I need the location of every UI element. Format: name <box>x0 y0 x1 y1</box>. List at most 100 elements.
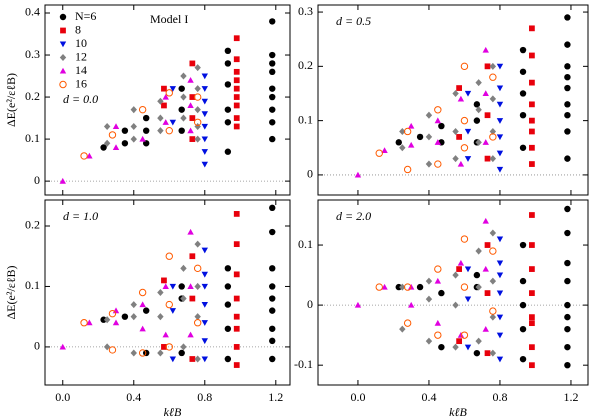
point <box>529 144 535 151</box>
point <box>529 79 535 86</box>
point <box>139 135 146 142</box>
point <box>452 301 459 309</box>
point <box>139 325 146 332</box>
point <box>224 60 232 67</box>
point <box>457 95 465 102</box>
point <box>180 343 187 351</box>
point <box>482 265 489 272</box>
point <box>529 314 535 321</box>
point <box>233 85 240 92</box>
point <box>529 101 535 108</box>
point <box>475 138 482 146</box>
point <box>395 283 402 291</box>
point <box>438 343 445 351</box>
point <box>529 117 535 124</box>
point <box>564 313 571 321</box>
point <box>464 296 472 303</box>
point <box>456 85 463 91</box>
point <box>201 123 208 130</box>
point <box>157 97 164 105</box>
point <box>269 307 276 314</box>
point <box>178 106 185 113</box>
point <box>201 98 208 105</box>
point <box>484 63 491 70</box>
point <box>233 211 240 217</box>
y-tick-label: -0.1 <box>294 357 313 371</box>
point <box>121 127 129 134</box>
point <box>407 122 415 129</box>
point <box>201 271 208 278</box>
point <box>121 313 129 320</box>
point <box>189 115 196 121</box>
point <box>473 101 481 108</box>
point <box>489 73 497 81</box>
point <box>269 337 276 345</box>
point <box>452 155 459 163</box>
point <box>233 295 240 302</box>
point <box>425 160 433 168</box>
point <box>138 349 147 357</box>
point <box>233 77 240 84</box>
point <box>395 139 402 146</box>
point <box>233 362 240 368</box>
point <box>169 283 177 290</box>
point <box>529 362 535 369</box>
plot-frame <box>44 4 291 196</box>
point <box>456 338 463 345</box>
point <box>269 135 276 143</box>
point <box>564 259 571 267</box>
legend-marker <box>59 80 67 89</box>
point <box>130 301 137 309</box>
point <box>178 85 185 92</box>
y-tick-label: 0.2 <box>298 58 313 72</box>
y-tick-label: 0 <box>307 167 313 181</box>
point <box>142 307 150 314</box>
point <box>224 81 232 88</box>
point <box>416 283 424 291</box>
point <box>464 128 472 135</box>
point <box>489 277 497 285</box>
legend-label: 12 <box>75 49 87 63</box>
point <box>130 349 137 357</box>
point <box>489 155 497 163</box>
point <box>496 85 504 92</box>
point <box>496 272 504 279</box>
point <box>460 283 469 291</box>
point <box>180 264 187 272</box>
point <box>201 149 208 155</box>
point <box>224 106 232 113</box>
point <box>224 301 232 308</box>
point <box>460 331 469 339</box>
point <box>496 332 504 339</box>
point <box>529 266 535 272</box>
point <box>108 346 117 354</box>
point <box>108 309 117 318</box>
point <box>496 118 504 124</box>
point <box>403 165 412 174</box>
point <box>201 247 208 254</box>
point <box>452 343 459 351</box>
point <box>529 128 535 135</box>
point <box>564 128 571 135</box>
point <box>86 152 93 159</box>
point <box>519 90 527 97</box>
legend-marker <box>59 53 67 62</box>
point <box>564 14 571 21</box>
legend-marker <box>60 27 66 34</box>
point <box>194 240 201 248</box>
point <box>187 102 194 109</box>
point <box>139 301 146 308</box>
point <box>269 283 276 290</box>
point <box>169 119 177 126</box>
x-tick-label: 0.0 <box>350 390 365 404</box>
point <box>496 166 504 173</box>
point <box>564 361 571 369</box>
point <box>269 68 276 76</box>
point <box>224 325 232 332</box>
point <box>193 93 202 101</box>
point <box>564 101 571 108</box>
x-tick-label: 0.0 <box>55 390 70 404</box>
point <box>59 177 66 184</box>
point <box>489 62 497 70</box>
point <box>224 355 232 363</box>
